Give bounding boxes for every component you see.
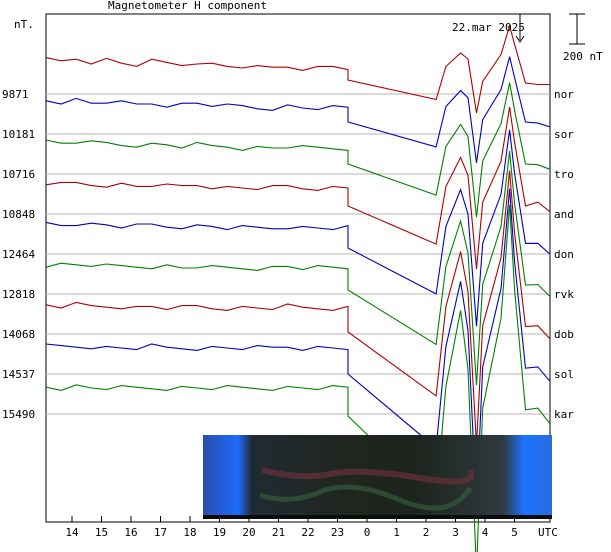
- baseline-label: 10848: [2, 208, 35, 221]
- x-unit-label: UTC: [538, 526, 558, 539]
- x-tick-label: 20: [242, 526, 255, 539]
- series-line-and: [45, 106, 551, 270]
- baseline-label: 12464: [2, 248, 35, 261]
- series-line-sor: [45, 56, 551, 163]
- x-tick-label: 4: [482, 526, 489, 539]
- x-axis-ticks: 14 15 16 17 18 19 20 21 22 23 0 1 2 3 4 5: [65, 516, 518, 539]
- series-line-nor: [45, 24, 550, 114]
- x-tick-label: 2: [423, 526, 430, 539]
- series-line-tro: [45, 82, 551, 218]
- scale-bar-label: 200 nT: [563, 50, 603, 63]
- series-line-don: [45, 129, 551, 327]
- baseline-label: 15490: [2, 408, 35, 421]
- station-label: don: [554, 248, 574, 261]
- x-tick-label: 23: [331, 526, 344, 539]
- x-tick-label: 5: [511, 526, 518, 539]
- station-label: nor: [554, 88, 574, 101]
- x-tick-label: 19: [213, 526, 226, 539]
- station-labels: nor sor tro and don rvk dob sol kar: [554, 88, 574, 421]
- series-line-kar: [45, 204, 551, 552]
- plot-frame: [45, 13, 551, 523]
- baseline-label: 10716: [2, 168, 35, 181]
- station-label: sor: [554, 128, 574, 141]
- date-label: 22.mar 2025: [452, 21, 525, 34]
- x-tick-label: 3: [452, 526, 459, 539]
- date-arrow: [515, 14, 525, 43]
- x-tick-label: 0: [364, 526, 371, 539]
- station-label: rvk: [554, 288, 574, 301]
- x-tick-label: 21: [272, 526, 285, 539]
- baseline-labels: 9871 10181 10716 10848 12464 12818 14068 14537 1…: [2, 88, 35, 421]
- x-tick-label: 18: [183, 526, 196, 539]
- station-label: and: [554, 208, 574, 221]
- x-tick-label: 14: [65, 526, 79, 539]
- chart-title: Magnetometer H component: [108, 0, 267, 12]
- y-unit-label: nT.: [14, 18, 34, 31]
- aurora-keogram: [203, 435, 552, 519]
- series-line-rvk: [45, 150, 551, 386]
- x-tick-label: 22: [301, 526, 314, 539]
- x-tick-label: 1: [393, 526, 400, 539]
- station-label: sol: [554, 368, 574, 381]
- baseline-label: 12818: [2, 288, 35, 301]
- x-tick-label: 16: [124, 526, 137, 539]
- station-label: tro: [554, 168, 574, 181]
- baseline-label: 10181: [2, 128, 35, 141]
- scale-bar: [569, 13, 585, 45]
- station-label: kar: [554, 408, 574, 421]
- x-tick-label: 17: [154, 526, 167, 539]
- series-line-dob: [45, 170, 551, 446]
- baseline-label: 9871: [2, 88, 29, 101]
- baseline-label: 14068: [2, 328, 35, 341]
- station-label: dob: [554, 328, 574, 341]
- grid-lines: [46, 93, 550, 415]
- baseline-label: 14537: [2, 368, 35, 381]
- x-tick-label: 15: [95, 526, 108, 539]
- series-lines: [45, 24, 551, 552]
- series-line-sol: [45, 188, 551, 508]
